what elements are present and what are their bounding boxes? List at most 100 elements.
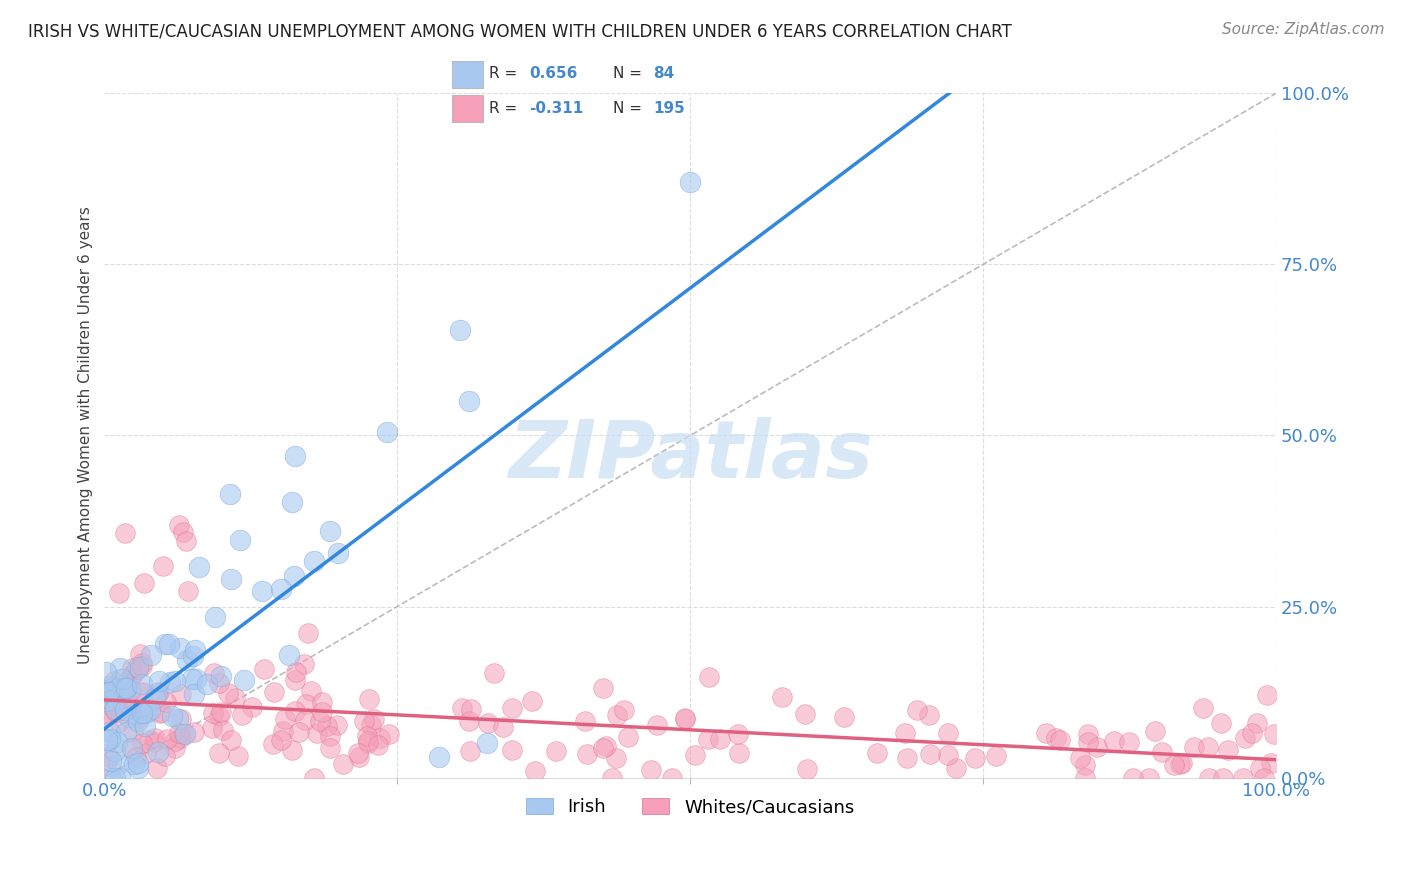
Point — [149, 706, 172, 720]
Point — [1263, 727, 1285, 741]
Point — [104, 705, 127, 719]
Point — [169, 687, 191, 701]
Point — [127, 756, 149, 770]
Point — [1233, 731, 1256, 746]
Point — [155, 695, 177, 709]
Point — [796, 762, 818, 776]
Point — [146, 685, 169, 699]
Point — [302, 771, 325, 785]
Point — [896, 751, 918, 765]
Point — [270, 582, 292, 596]
Point — [217, 686, 239, 700]
Point — [679, 175, 702, 189]
Point — [208, 676, 231, 690]
Point — [1249, 761, 1271, 775]
Point — [181, 672, 204, 686]
Point — [156, 731, 179, 746]
Point — [146, 745, 169, 759]
Point — [131, 659, 153, 673]
Point — [575, 747, 598, 761]
Point — [134, 719, 156, 733]
Point — [104, 744, 127, 758]
Point — [143, 731, 166, 745]
Point — [727, 727, 749, 741]
Point — [108, 586, 131, 600]
Point — [284, 449, 307, 463]
Point — [114, 686, 136, 700]
Point — [347, 750, 370, 764]
Point — [122, 756, 145, 771]
Point — [288, 724, 311, 739]
Point — [574, 714, 596, 729]
Point — [122, 665, 145, 680]
Legend: Irish, Whites/Caucasians: Irish, Whites/Caucasians — [519, 790, 862, 823]
Text: Source: ZipAtlas.com: Source: ZipAtlas.com — [1222, 22, 1385, 37]
Point — [1184, 740, 1206, 755]
Point — [97, 750, 120, 764]
Point — [357, 736, 380, 750]
Point — [1216, 743, 1239, 757]
Point — [131, 677, 153, 691]
Point — [139, 703, 162, 717]
Point — [675, 712, 697, 726]
Point — [605, 751, 627, 765]
Point — [111, 681, 134, 695]
FancyBboxPatch shape — [453, 62, 484, 87]
Point — [138, 733, 160, 747]
Point — [183, 725, 205, 739]
Point — [114, 680, 136, 694]
Point — [250, 583, 273, 598]
Point — [357, 692, 380, 706]
Point — [281, 742, 304, 756]
Point — [1260, 756, 1282, 770]
Point — [1077, 726, 1099, 740]
Point — [905, 703, 928, 717]
Point — [918, 747, 941, 762]
Point — [195, 677, 218, 691]
Point — [319, 524, 342, 538]
Point — [118, 671, 141, 685]
Point — [183, 687, 205, 701]
Point — [127, 660, 149, 674]
Point — [1143, 723, 1166, 738]
Point — [96, 694, 118, 708]
Text: IRISH VS WHITE/CAUCASIAN UNEMPLOYMENT AMONG WOMEN WITH CHILDREN UNDER 6 YEARS CO: IRISH VS WHITE/CAUCASIAN UNEMPLOYMENT AM… — [28, 22, 1012, 40]
Point — [98, 693, 121, 707]
Point — [274, 713, 297, 727]
Point — [1045, 731, 1067, 745]
Point — [363, 712, 385, 726]
Point — [212, 723, 235, 737]
Point — [127, 714, 149, 729]
Point — [523, 764, 546, 779]
Point — [284, 673, 307, 687]
Point — [108, 714, 131, 729]
Point — [98, 679, 121, 693]
Point — [174, 533, 197, 548]
Point — [176, 653, 198, 667]
Point — [378, 727, 401, 741]
Point — [1232, 771, 1254, 785]
Point — [600, 771, 623, 785]
Point — [143, 691, 166, 706]
Point — [353, 714, 375, 728]
Point — [936, 726, 959, 740]
Point — [183, 643, 205, 657]
Point — [118, 702, 141, 716]
Point — [1163, 758, 1185, 772]
Point — [127, 662, 149, 676]
Point — [592, 681, 614, 695]
Point — [240, 699, 263, 714]
Point — [673, 711, 696, 725]
Point — [100, 693, 122, 707]
Point — [124, 707, 146, 722]
Point — [477, 716, 499, 731]
Point — [155, 637, 177, 651]
Point — [181, 649, 204, 664]
Point — [208, 746, 231, 760]
Point — [1170, 756, 1192, 770]
Point — [520, 694, 543, 708]
Point — [131, 706, 153, 720]
Point — [131, 736, 153, 750]
Point — [94, 665, 117, 680]
Point — [367, 738, 389, 752]
